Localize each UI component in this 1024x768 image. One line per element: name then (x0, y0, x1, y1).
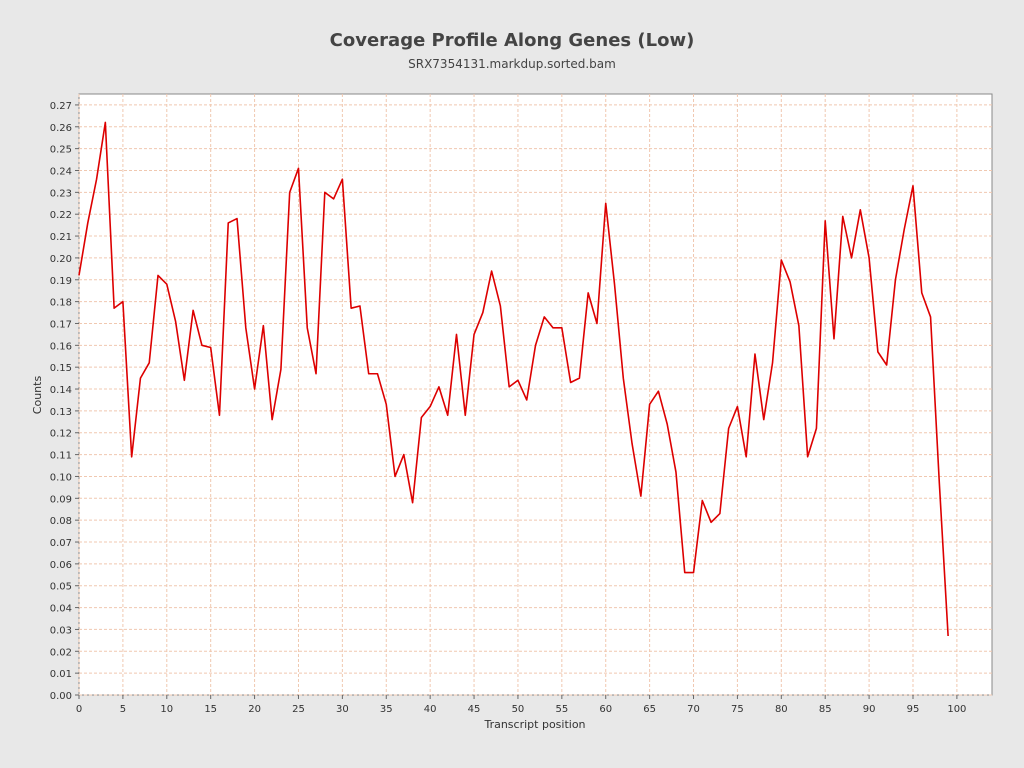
x-tick-label: 30 (336, 704, 349, 715)
x-tick-label: 80 (775, 704, 788, 715)
series-line-0 (78, 121, 949, 637)
plot-area (78, 93, 993, 696)
x-tick-label: 55 (555, 704, 568, 715)
x-tick-label: 75 (731, 704, 744, 715)
x-tick-label: 70 (687, 704, 700, 715)
x-tick-label: 90 (863, 704, 876, 715)
grid-lines (78, 94, 992, 696)
y-tick-label: 0.06 (50, 560, 72, 571)
x-tick-label: 15 (204, 704, 217, 715)
y-tick-label: 0.07 (50, 538, 72, 549)
x-tick-label: 20 (248, 704, 261, 715)
x-tick-label: 10 (160, 704, 173, 715)
y-tick-label: 0.09 (50, 494, 72, 505)
x-tick-label: 0 (76, 704, 82, 715)
y-tick-label: 0.00 (50, 691, 72, 702)
axes: 0.00 0.01 0.02 0.03 0.04 0.05 0.06 0.07 0.08 0.09… (50, 101, 967, 715)
y-tick-label: 0.21 (50, 232, 72, 243)
chart-title: Coverage Profile Along Genes (Low) (329, 30, 695, 51)
x-tick-label: 25 (292, 704, 305, 715)
y-tick-label: 0.20 (50, 254, 72, 265)
x-tick-label: 60 (599, 704, 612, 715)
x-tick-label: 5 (120, 704, 126, 715)
y-tick-label: 0.08 (50, 516, 72, 527)
y-tick-label: 0.19 (50, 276, 72, 287)
y-tick-label: 0.25 (50, 145, 72, 156)
y-axis-label: Counts (31, 376, 44, 415)
y-tick-label: 0.04 (50, 604, 72, 615)
x-tick-label: 35 (380, 704, 393, 715)
y-tick-label: 0.14 (50, 385, 72, 396)
y-tick-label: 0.22 (50, 210, 72, 221)
y-tick-label: 0.03 (50, 625, 72, 636)
x-tick-label: 50 (512, 704, 525, 715)
x-axis-label: Transcript position (483, 718, 585, 731)
y-tick-label: 0.11 (50, 451, 72, 462)
y-tick-label: 0.15 (50, 363, 72, 374)
x-tick-label: 100 (947, 704, 966, 715)
y-tick-label: 0.05 (50, 582, 72, 593)
x-tick-label: 85 (819, 704, 832, 715)
x-tick-label: 95 (907, 704, 920, 715)
y-tick-label: 0.23 (50, 188, 72, 199)
series-group (78, 121, 949, 637)
chart-subtitle: SRX7354131.markdup.sorted.bam (408, 57, 616, 71)
y-tick-label: 0.18 (50, 298, 72, 309)
x-tick-label: 45 (468, 704, 481, 715)
y-tick-label: 0.01 (50, 669, 72, 680)
y-tick-label: 0.17 (50, 319, 72, 330)
y-tick-label: 0.24 (50, 166, 72, 177)
y-tick-label: 0.27 (50, 101, 72, 112)
y-tick-label: 0.13 (50, 407, 72, 418)
y-tick-label: 0.12 (50, 429, 72, 440)
y-tick-label: 0.26 (50, 123, 72, 134)
x-tick-label: 65 (643, 704, 656, 715)
x-tick-label: 40 (424, 704, 437, 715)
y-tick-label: 0.10 (50, 472, 72, 483)
y-tick-label: 0.02 (50, 647, 72, 658)
y-tick-label: 0.16 (50, 341, 72, 352)
